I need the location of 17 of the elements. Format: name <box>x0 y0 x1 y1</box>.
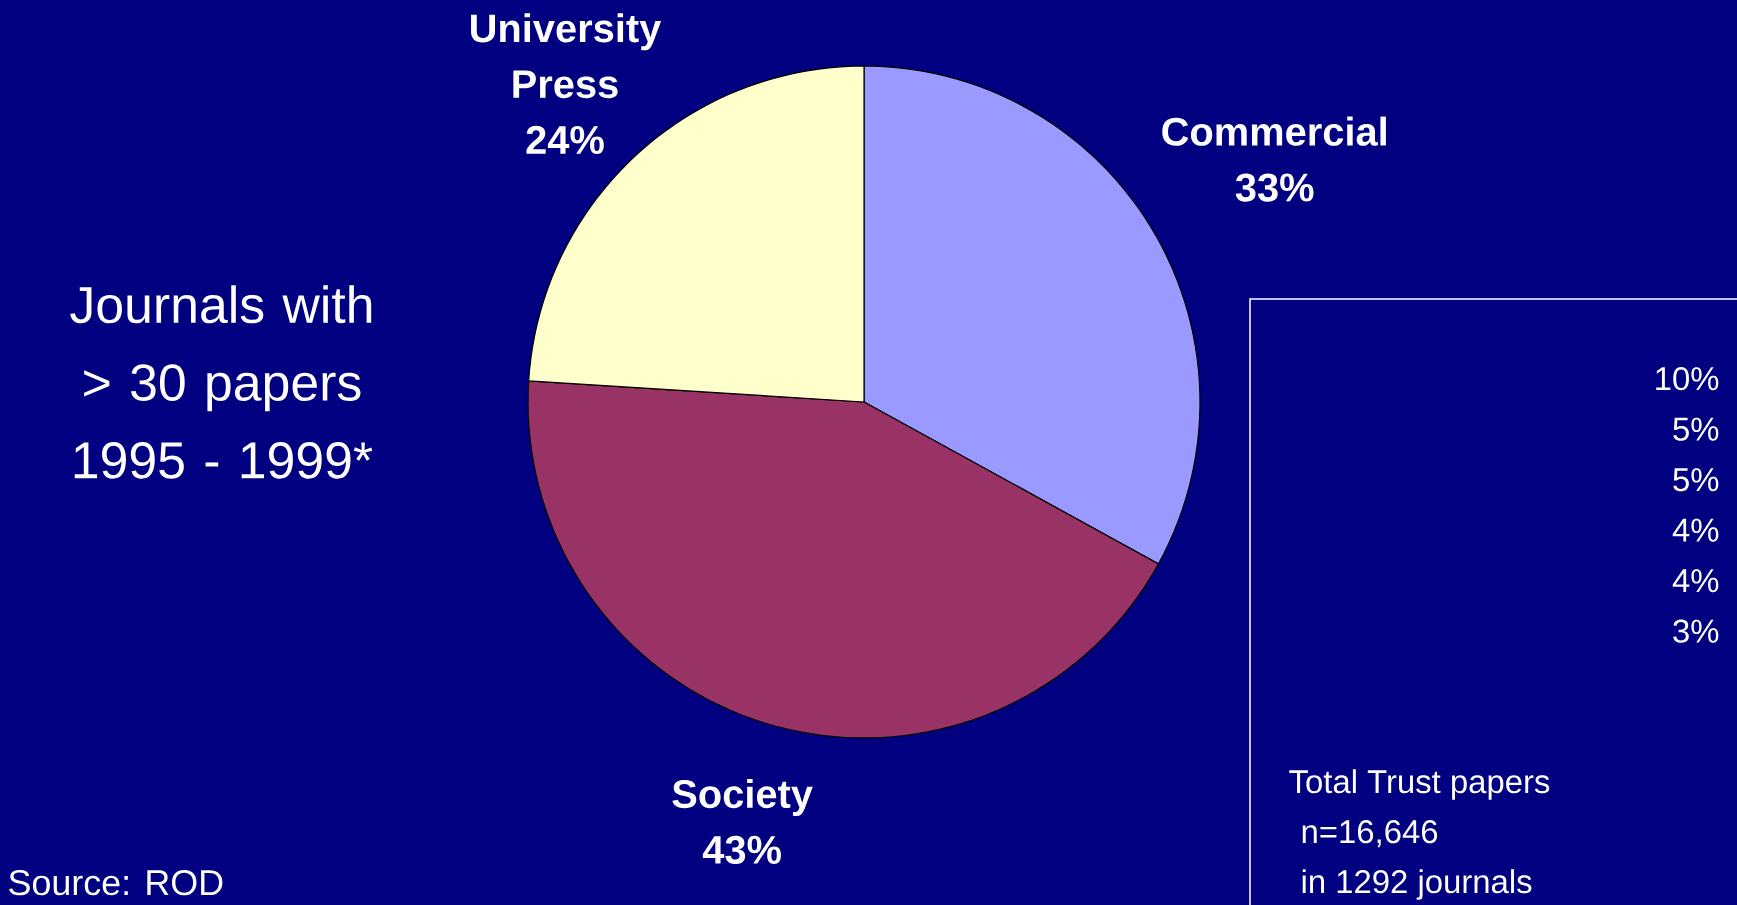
slice-label: Commercial <box>1162 116 1386 146</box>
data-label: 43% <box>702 835 781 865</box>
text: n=16,646 <box>1302 820 1438 848</box>
text: Total Trust papers <box>1289 769 1550 800</box>
text: 4% <box>1672 569 1719 593</box>
text: 5% <box>1673 417 1719 441</box>
slice-label: Society <box>672 778 813 817</box>
data-label: 33% <box>1235 173 1314 202</box>
data-label: 24% <box>526 125 604 154</box>
text: 4% <box>1672 518 1719 542</box>
source-note: Source: ROD <box>9 869 223 896</box>
text: 3% <box>1673 619 1719 643</box>
text: in 1292 journals <box>1302 869 1532 900</box>
slice-label: University Press <box>471 13 662 99</box>
text: 5% <box>1673 468 1719 492</box>
text: 10% <box>1656 367 1719 391</box>
text: Journals with > 30 papers 1995 - 1999* <box>70 285 373 479</box>
